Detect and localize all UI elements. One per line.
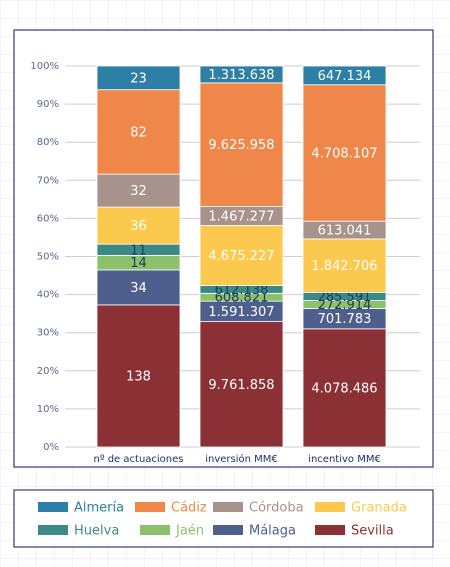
bar-segment <box>302 84 387 222</box>
y-tick-label: 70% <box>37 175 59 186</box>
data-label: 4.675.227 <box>208 249 274 264</box>
data-label: 32 <box>130 184 147 199</box>
data-label: 1.842.706 <box>311 259 377 274</box>
bar-segment <box>302 238 387 293</box>
y-tick-label: 0% <box>43 442 59 453</box>
y-tick-label: 40% <box>37 290 59 301</box>
data-label: 1.313.638 <box>208 68 274 83</box>
y-tick-label: 100% <box>30 61 59 72</box>
legend-swatch <box>38 525 68 535</box>
data-label: 82 <box>130 125 147 140</box>
bar-segment <box>199 224 284 286</box>
data-label: 4.708.107 <box>311 146 377 161</box>
data-label: 1.467.277 <box>208 209 274 224</box>
legend-label: Cádiz <box>171 501 207 516</box>
data-label: 701.783 <box>318 312 372 327</box>
bar-segment <box>96 206 181 245</box>
legend-label: Huelva <box>74 524 119 539</box>
bar-segment <box>96 269 181 306</box>
data-label: 4.078.486 <box>311 381 377 396</box>
legend-swatch <box>315 502 345 512</box>
x-tick-label: nº de actuaciones <box>93 454 183 465</box>
y-tick-label: 10% <box>37 404 59 415</box>
legend-label: Córdoba <box>249 501 304 516</box>
data-label: 647.134 <box>318 69 372 84</box>
legend-swatch <box>213 502 243 512</box>
data-label: 23 <box>130 71 147 86</box>
data-label: 34 <box>130 281 147 296</box>
bar-segment <box>96 304 181 448</box>
data-label: 285.591 <box>318 290 372 305</box>
y-tick-label: 50% <box>37 252 59 263</box>
data-label: 612.138 <box>215 283 269 298</box>
y-tick-label: 20% <box>37 366 59 377</box>
legend-swatch <box>135 502 165 512</box>
bar-segment <box>96 65 181 91</box>
legend-label: Sevilla <box>351 524 394 539</box>
bar-segment <box>96 173 181 208</box>
y-tick-label: 80% <box>37 137 59 148</box>
legend-frame <box>13 489 434 548</box>
data-label: 11 <box>130 243 147 258</box>
data-label: 1.591.307 <box>208 305 274 320</box>
data-label: 9.761.858 <box>208 378 274 393</box>
bar-segment <box>199 321 284 448</box>
legend-swatch <box>140 525 170 535</box>
legend-swatch <box>315 525 345 535</box>
data-label: 272.914 <box>318 298 372 313</box>
data-label: 608.821 <box>215 291 269 306</box>
x-tick-label: inversión MM€ <box>205 453 278 465</box>
legend-label: Granada <box>351 501 407 516</box>
legend-label: Almería <box>74 501 124 516</box>
data-label: 138 <box>126 369 151 384</box>
legend-swatch <box>213 525 243 535</box>
legend-label: Málaga <box>249 524 296 539</box>
legend-swatch <box>38 502 68 512</box>
legend-label: Jaén <box>175 524 204 539</box>
y-tick-label: 30% <box>37 328 59 339</box>
bar-segment <box>96 89 181 175</box>
data-label: 613.041 <box>318 224 372 239</box>
bar-segment <box>199 82 284 207</box>
bar-segment <box>302 328 387 448</box>
x-tick-label: incentivo MM€ <box>308 454 381 465</box>
data-label: 14 <box>130 256 147 271</box>
bar-segment <box>199 65 284 84</box>
y-tick-label: 60% <box>37 213 59 224</box>
data-label: 36 <box>130 219 147 234</box>
data-label: 9.625.958 <box>208 138 274 153</box>
y-tick-label: 90% <box>37 99 59 110</box>
bar-segment <box>302 65 387 86</box>
